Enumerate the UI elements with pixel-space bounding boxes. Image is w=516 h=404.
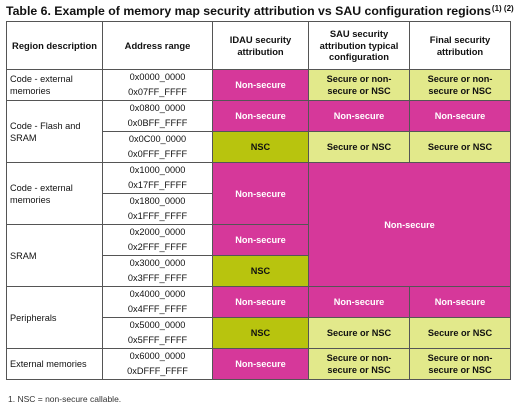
idau-cell: NSC bbox=[212, 131, 309, 163]
idau-cell: Non-secure bbox=[212, 162, 309, 225]
address-end: 0x0BFF_FFFF bbox=[127, 118, 188, 128]
address-cell: 0x3000_0000 0x3FFF_FFFF bbox=[102, 255, 213, 287]
table-row: SRAM 0x2000_0000 0x2FFF_FFFF Non-secure bbox=[6, 224, 511, 287]
final-cell: Secure or NSC bbox=[409, 131, 511, 163]
sau-cell: Secure or non-secure or NSC bbox=[308, 69, 410, 101]
footnote: 1. NSC = non-secure callable. bbox=[8, 394, 122, 404]
address-start: 0x4000_0000 bbox=[129, 289, 186, 299]
address-cell: 0x2000_0000 0x2FFF_FFFF bbox=[102, 224, 213, 256]
idau-cell: NSC bbox=[212, 317, 309, 349]
sau-cell: Secure or NSC bbox=[308, 131, 410, 163]
address-end: 0x5FFF_FFFF bbox=[127, 335, 188, 345]
idau-cell: Non-secure bbox=[212, 286, 309, 318]
region-cell: Code - Flash and SRAM bbox=[6, 100, 103, 163]
header-final: Final security attribution bbox=[409, 21, 511, 70]
table-row: Code - external memories 0x1000_0000 0x1… bbox=[6, 162, 511, 287]
address-start: 0x3000_0000 bbox=[129, 258, 186, 268]
address-cell: 0x0000_0000 0x07FF_FFFF bbox=[102, 69, 213, 101]
idau-cell: Non-secure bbox=[212, 69, 309, 101]
table-row: Code - external memories 0x0000_0000 0x0… bbox=[6, 69, 511, 101]
address-end: 0x1FFF_FFFF bbox=[127, 211, 188, 221]
idau-cell: Non-secure bbox=[212, 348, 309, 380]
header-address: Address range bbox=[102, 21, 213, 70]
address-start: 0x1000_0000 bbox=[129, 165, 186, 175]
region-cell: SRAM bbox=[6, 224, 103, 287]
table-row: 0x5000_0000 0x5FFF_FFFF NSC Secure or NS… bbox=[7, 317, 511, 349]
merged-non-secure-cell: Non-secure bbox=[308, 162, 511, 287]
address-start: 0x1800_0000 bbox=[129, 196, 186, 206]
address-start: 0x0800_0000 bbox=[129, 103, 186, 113]
idau-cell: Non-secure bbox=[212, 100, 309, 132]
table-row: Peripherals 0x4000_0000 0x4FFF_FFFF Non-… bbox=[6, 286, 511, 349]
address-start: 0x6000_0000 bbox=[129, 351, 186, 361]
address-start: 0x5000_0000 bbox=[129, 320, 186, 330]
address-end: 0x3FFF_FFFF bbox=[127, 273, 188, 283]
table-row: External memories 0x6000_0000 0xDFFF_FFF… bbox=[6, 348, 511, 380]
region-cell: External memories bbox=[6, 348, 103, 380]
idau-cell: NSC bbox=[212, 255, 309, 287]
address-start: 0x0000_0000 bbox=[129, 72, 186, 82]
sau-cell: Non-secure bbox=[308, 286, 410, 318]
final-cell: Non-secure bbox=[409, 100, 511, 132]
table-row: Code - Flash and SRAM 0x0800_0000 0x0BFF… bbox=[6, 100, 511, 163]
header-idau: IDAU security attribution bbox=[212, 21, 309, 70]
header-region: Region description bbox=[6, 21, 103, 70]
region-cell: Code - external memories bbox=[6, 69, 103, 101]
address-end: 0x4FFF_FFFF bbox=[127, 304, 188, 314]
final-cell: Secure or NSC bbox=[409, 317, 511, 349]
region-cell: Peripherals bbox=[6, 286, 103, 349]
sau-cell: Non-secure bbox=[308, 100, 410, 132]
table-title-text: Table 6. Example of memory map security … bbox=[6, 4, 491, 18]
sau-cell: Secure or non-secure or NSC bbox=[308, 348, 410, 380]
address-end: 0x17FF_FFFF bbox=[128, 180, 187, 190]
idau-cell: Non-secure bbox=[212, 224, 309, 256]
address-cell: 0x0C00_0000 0x0FFF_FFFF bbox=[102, 131, 213, 163]
address-cell: 0x4000_0000 0x4FFF_FFFF bbox=[102, 286, 213, 318]
table-row: 0x3000_0000 0x3FFF_FFFF NSC bbox=[7, 255, 511, 287]
address-end: 0x2FFF_FFFF bbox=[127, 242, 188, 252]
address-end: 0x07FF_FFFF bbox=[128, 87, 187, 97]
address-end: 0x0FFF_FFFF bbox=[127, 149, 188, 159]
address-cell: 0x1800_0000 0x1FFF_FFFF bbox=[102, 193, 213, 225]
address-start: 0x2000_0000 bbox=[129, 227, 186, 237]
address-start: 0x0C00_0000 bbox=[128, 134, 187, 144]
address-cell: 0x0800_0000 0x0BFF_FFFF bbox=[102, 100, 213, 132]
address-end: 0xDFFF_FFFF bbox=[127, 366, 188, 376]
memory-map-table: Region description Address range IDAU se… bbox=[6, 21, 511, 380]
table-row: 0x0C00_0000 0x0FFF_FFFF NSC Secure or NS… bbox=[7, 131, 511, 163]
address-cell: 0x5000_0000 0x5FFF_FFFF bbox=[102, 317, 213, 349]
region-cell: Code - external memories bbox=[6, 162, 103, 225]
header-row: Region description Address range IDAU se… bbox=[6, 21, 511, 70]
final-cell: Secure or non-secure or NSC bbox=[409, 69, 511, 101]
sau-cell: Secure or NSC bbox=[308, 317, 410, 349]
final-cell: Secure or non-secure or NSC bbox=[409, 348, 511, 380]
table-title: Table 6. Example of memory map security … bbox=[6, 3, 514, 19]
address-cell: 0x1000_0000 0x17FF_FFFF bbox=[102, 162, 213, 194]
address-cell: 0x6000_0000 0xDFFF_FFFF bbox=[102, 348, 213, 380]
table-title-notes: (1) (2) bbox=[491, 4, 514, 13]
final-cell: Non-secure bbox=[409, 286, 511, 318]
header-sau: SAU security attribution typical configu… bbox=[308, 21, 410, 70]
